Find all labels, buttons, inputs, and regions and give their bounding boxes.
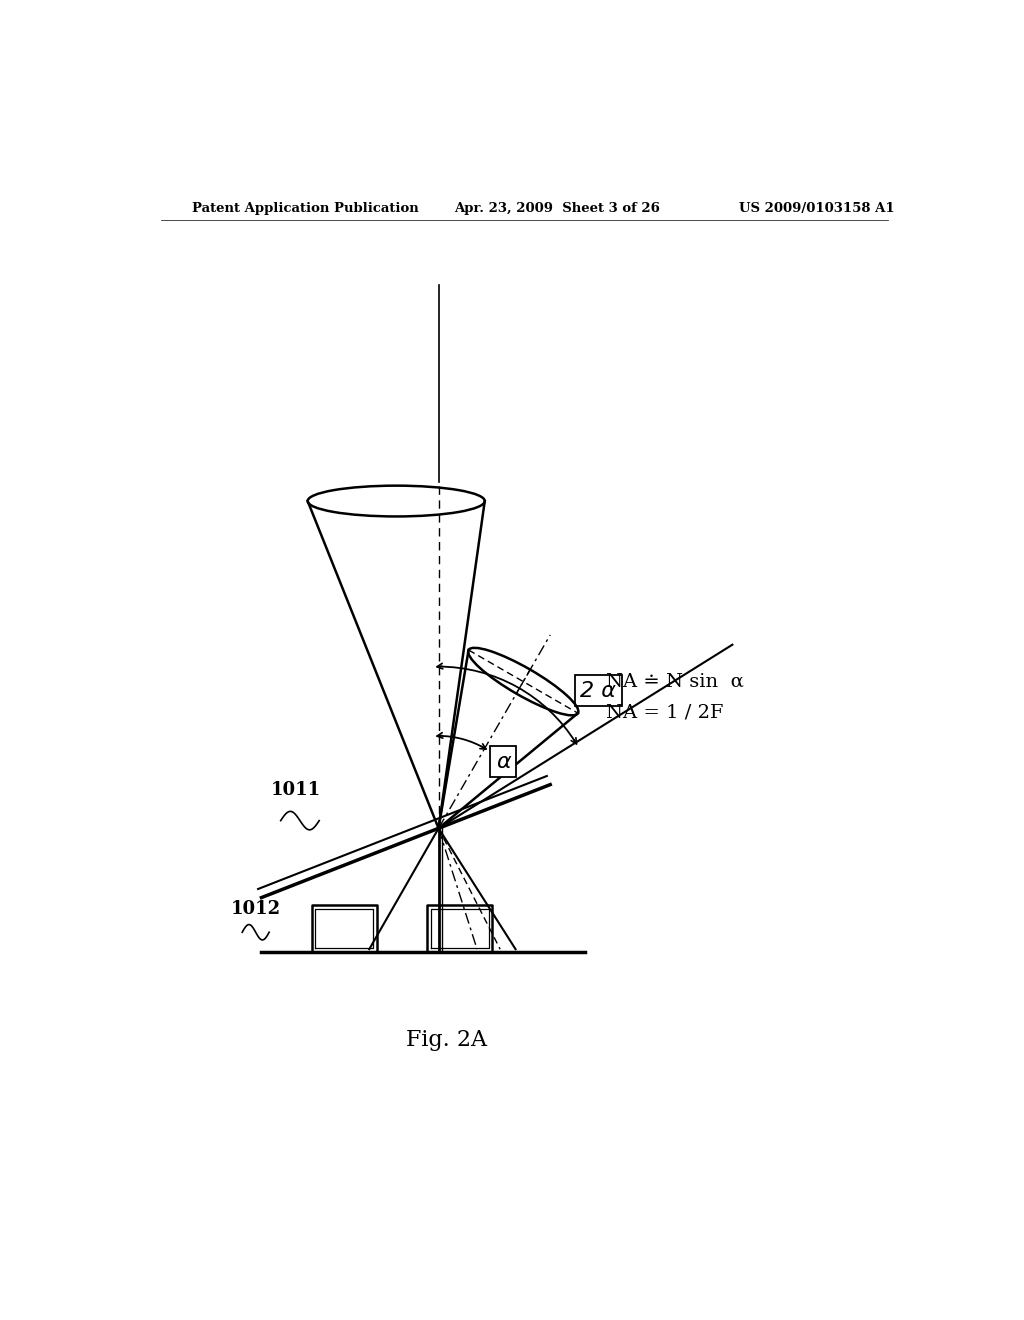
Text: 1011: 1011	[270, 781, 321, 799]
Text: 1012: 1012	[230, 900, 281, 919]
Text: 2 α: 2 α	[581, 681, 616, 701]
Text: Fig. 2A: Fig. 2A	[406, 1030, 486, 1051]
Text: NA = 1 / 2F: NA = 1 / 2F	[606, 704, 724, 722]
Text: NA ≐ N sin  α: NA ≐ N sin α	[606, 673, 744, 690]
Text: US 2009/0103158 A1: US 2009/0103158 A1	[739, 202, 895, 215]
Text: Patent Application Publication: Patent Application Publication	[193, 202, 419, 215]
Text: α: α	[496, 752, 511, 772]
Text: Apr. 23, 2009  Sheet 3 of 26: Apr. 23, 2009 Sheet 3 of 26	[454, 202, 659, 215]
